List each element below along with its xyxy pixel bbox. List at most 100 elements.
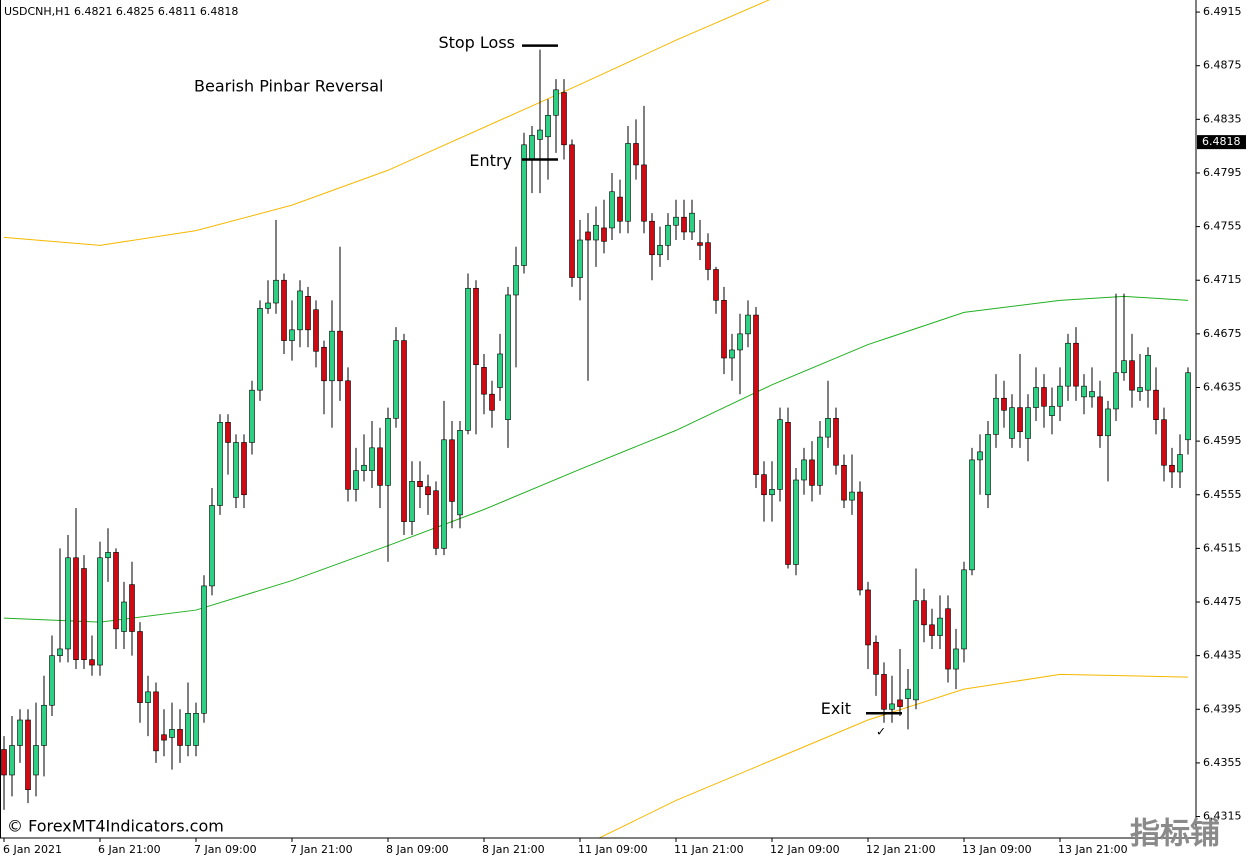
candle-body [233, 442, 239, 498]
candle-body [1041, 387, 1047, 407]
x-tick-label: 11 Jan 21:00 [674, 843, 744, 856]
candle-body [1081, 385, 1087, 398]
candle-body [601, 227, 607, 242]
y-tick-label: 6.4755 [1203, 220, 1242, 233]
candle-body [1161, 419, 1167, 466]
candle-body [841, 464, 847, 501]
candle-body [825, 418, 831, 438]
candle-body [873, 641, 879, 675]
y-tick-label: 6.4875 [1203, 59, 1242, 72]
candle-body [505, 294, 511, 420]
x-tick-label: 6 Jan 2021 [3, 843, 62, 856]
candle-body [569, 144, 575, 278]
candle-body [577, 239, 583, 278]
candle-body [537, 129, 543, 140]
y-tick-label: 6.4675 [1203, 327, 1242, 340]
candle-body [409, 481, 415, 522]
candle-body [785, 422, 791, 565]
candle-body [305, 296, 311, 331]
candle-body [777, 419, 783, 490]
candle-body [1121, 360, 1127, 374]
candle-body [985, 434, 991, 496]
candle-body [113, 552, 119, 630]
candle-body [25, 719, 31, 791]
candle-body [993, 397, 999, 435]
candle-body [641, 164, 647, 222]
candle-body [473, 287, 479, 365]
candle-body [65, 557, 71, 650]
candle-body [897, 699, 903, 707]
candle-body [753, 314, 759, 475]
candle-body [881, 674, 887, 710]
price-tag-box [1197, 135, 1246, 150]
candle-body [1185, 372, 1191, 441]
candle-body [585, 231, 591, 241]
candle-body [1049, 405, 1055, 416]
candle-body [177, 729, 183, 746]
candle-body [857, 491, 863, 591]
candle-body [809, 459, 815, 486]
candle-body [1001, 397, 1007, 411]
candle-body [393, 340, 399, 419]
candle-body [201, 585, 207, 714]
candle-body [57, 648, 63, 656]
candle-body [1129, 360, 1135, 391]
y-tick-label: 6.4355 [1203, 756, 1242, 769]
candle-body [833, 418, 839, 466]
candle-body [1153, 389, 1159, 420]
candle-body [977, 451, 983, 461]
candle-body [1113, 372, 1119, 410]
y-tick-label: 6.4835 [1203, 112, 1242, 125]
candle-body [97, 557, 103, 666]
candle-body [481, 367, 487, 395]
x-tick-label: 13 Jan 21:00 [1058, 843, 1128, 856]
band-line [3, 0, 771, 246]
candle-body [17, 719, 23, 746]
x-tick-label: 13 Jan 09:00 [962, 843, 1032, 856]
candle-body [329, 330, 335, 382]
candle-body [745, 314, 751, 335]
candle-body [9, 745, 15, 776]
candle-body [817, 436, 823, 486]
candle-body [721, 300, 727, 359]
candle-body [361, 464, 367, 471]
candle-body [921, 600, 927, 626]
candle-body [961, 569, 967, 650]
y-tick-label: 6.4915 [1203, 5, 1242, 18]
header: USDCNH,H1 6.4821 6.4825 6.4811 6.4818 [4, 5, 238, 18]
x-tick-label: 7 Jan 09:00 [194, 843, 257, 856]
candle-body [609, 191, 615, 229]
candle-body [121, 601, 127, 632]
x-tick-label: 8 Jan 21:00 [482, 843, 545, 856]
candle-body [193, 713, 199, 746]
candle-body [241, 442, 247, 496]
y-tick-label: 6.4795 [1203, 166, 1242, 179]
candle-body [209, 505, 215, 587]
candle-body [929, 624, 935, 636]
candle-body [145, 691, 151, 703]
candle-body [521, 144, 527, 266]
candle-body [345, 380, 351, 490]
annotation: Stop Loss [438, 33, 515, 52]
candle-body [617, 196, 623, 222]
candle-body [1009, 407, 1015, 439]
x-tick-label: 8 Jan 09:00 [386, 843, 449, 856]
candle-body [953, 648, 959, 670]
candle-body [1169, 464, 1175, 473]
y-tick-label: 6.4635 [1203, 380, 1242, 393]
candle-body [441, 439, 447, 549]
x-tick-label: 6 Jan 21:00 [98, 843, 161, 856]
candle-body [761, 474, 767, 496]
candle-body [1057, 385, 1063, 407]
annotation: Exit [821, 699, 851, 718]
price-tag-label: 6.4818 [1202, 135, 1241, 148]
candle-body [969, 459, 975, 571]
candle-body [849, 491, 855, 501]
candle-body [257, 308, 263, 391]
y-tick-label: 6.4395 [1203, 702, 1242, 715]
candle-body [1145, 355, 1151, 391]
candle-body [625, 143, 631, 222]
candle-body [49, 655, 55, 706]
candle-body [689, 212, 695, 233]
